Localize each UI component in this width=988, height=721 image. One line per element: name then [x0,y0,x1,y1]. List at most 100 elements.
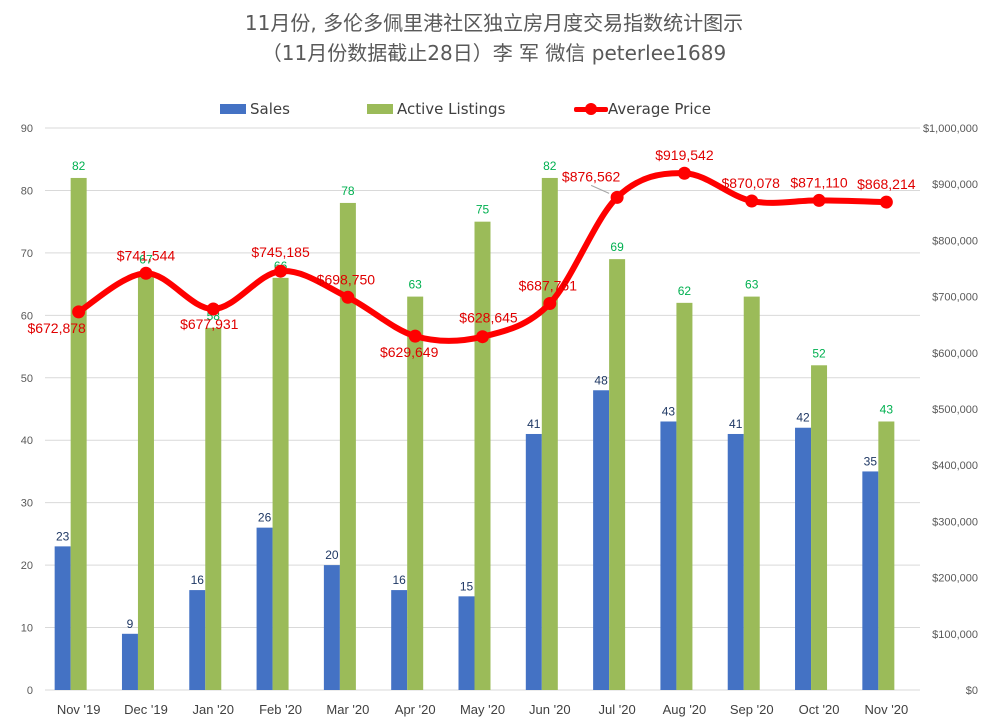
bar-active-listings [272,277,289,690]
price-point [476,330,489,344]
data-label-price: $870,078 [722,175,781,191]
bar-active-listings [811,365,828,690]
data-label-sales: 41 [729,417,743,431]
data-label-active-listings: 63 [745,278,759,292]
right-tick-label: $700,000 [932,292,978,304]
category-label: Sep '20 [730,702,774,717]
legend-swatch-active-listings [367,104,393,114]
data-label-sales: 42 [796,411,810,425]
price-point [274,264,288,278]
data-label-sales: 16 [191,573,205,587]
chart-legend: Sales Active Listings Average Price [0,97,988,121]
bar-active-listings [205,327,222,690]
data-label-price: $687,761 [519,277,578,293]
bar-active-listings [137,271,154,690]
bar-sales [593,390,610,690]
data-label-active-listings: 43 [880,402,894,416]
data-label-active-listings: 78 [341,184,355,198]
category-label: Nov '19 [57,702,101,717]
price-label-leader [590,184,610,194]
data-label-active-listings: 69 [610,240,624,254]
bar-sales [458,596,475,690]
data-label-price: $871,110 [790,174,848,190]
average-price-line [72,166,893,344]
bars [54,177,895,690]
data-label-active-listings: 82 [543,159,557,173]
category-label: Jun '20 [529,702,571,717]
bar-active-listings [70,177,87,690]
bar-active-listings [541,177,558,690]
category-label: Feb '20 [259,702,302,717]
data-label-price: $698,750 [317,271,376,287]
price-point [72,305,86,319]
data-label-sales: 43 [662,404,676,418]
price-point [341,290,355,304]
right-tick-label: $400,000 [932,460,978,472]
right-tick-label: $600,000 [932,348,978,360]
data-label-active-listings: 67 [139,253,153,267]
right-tick-label: $900,000 [932,179,978,191]
legend-item-sales: Sales [220,97,290,121]
data-label-active-listings: 82 [72,159,86,173]
price-point [610,190,624,204]
bar-sales [189,590,206,690]
data-label-sales: 26 [258,511,272,525]
category-label: Oct '20 [799,702,840,717]
category-label: May '20 [460,702,505,717]
data-label-price: $677,931 [180,316,239,332]
data-label-sales: 41 [527,417,541,431]
bar-active-listings [676,302,693,690]
legend-label-sales: Sales [250,100,290,118]
category-label: Aug '20 [663,702,707,717]
bar-sales [121,633,138,690]
data-label-price: $628,645 [459,310,518,326]
data-label-sales: 9 [127,617,134,631]
bar-active-listings [407,296,424,690]
category-label: Mar '20 [326,702,369,717]
right-tick-label: $1,000,000 [923,123,978,135]
bar-sales [862,471,879,690]
legend-label-active-listings: Active Listings [397,100,506,118]
bar-active-listings [474,221,491,690]
left-tick-label: 40 [21,435,33,447]
data-label-sales: 48 [594,373,608,387]
price-point [139,266,153,280]
data-label-price: $745,185 [251,244,310,260]
bar-active-listings [878,421,895,690]
price-point [812,193,826,207]
data-label-sales: 16 [393,573,407,587]
category-label: Dec '19 [124,702,168,717]
data-label-active-listings: 75 [476,203,490,217]
left-axis-ticks: 0 10 20 30 40 50 60 70 80 90 [21,123,33,697]
data-label-price: $741,544 [117,247,176,263]
left-tick-label: 80 [21,185,33,197]
data-label-sales: 20 [325,548,339,562]
data-label-active-listings: 63 [409,278,423,292]
left-tick-label: 60 [21,310,33,322]
chart-subtitle: （11月份数据截止28日）李 军 微信 peterlee1689 [261,41,727,65]
right-tick-label: $500,000 [932,404,978,416]
legend-item-average-price: Average Price [574,97,711,121]
bar-active-listings [743,296,760,690]
price-point [879,195,893,209]
right-tick-label: $300,000 [932,516,978,528]
bar-sales [256,527,273,690]
chart-title-block: 11月份, 多伦多佩里港社区独立房月度交易指数统计图示 （11月份数据截止28日… [0,8,988,68]
right-tick-label: $200,000 [932,573,978,585]
bar-sales [727,433,744,690]
data-label-price: $868,214 [857,176,916,192]
left-tick-label: 90 [21,123,33,135]
data-label-active-listings: 52 [812,346,826,360]
data-label-price: $672,878 [27,320,86,336]
right-tick-label: $800,000 [932,235,978,247]
bar-sales [660,421,677,690]
right-tick-label: $100,000 [932,629,978,641]
left-tick-label: 10 [21,623,33,635]
data-label-price: $919,542 [655,147,714,163]
data-label-active-listings: 62 [678,284,692,298]
bar-sales [525,433,542,690]
legend-swatch-average-price [574,102,608,116]
left-tick-label: 30 [21,498,33,510]
right-tick-label: $0 [966,685,978,697]
